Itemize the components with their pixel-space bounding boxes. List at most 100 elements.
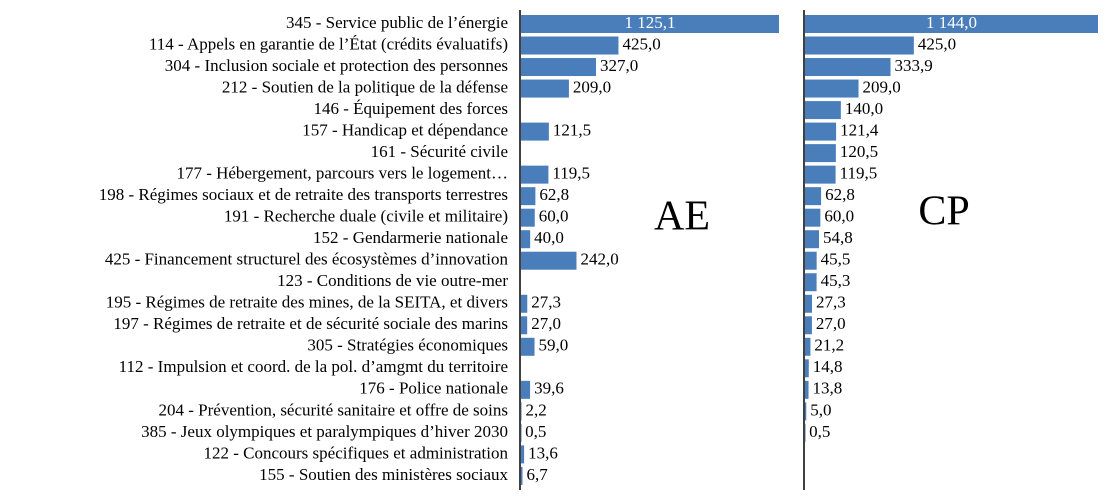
- value-label: 425,0: [918, 34, 956, 53]
- bar: [521, 445, 525, 464]
- value-label: 0,5: [525, 422, 546, 441]
- value-label: 119,5: [840, 164, 878, 183]
- value-label: 59,0: [539, 336, 569, 355]
- category-label: 385 - Jeux olympiques et paralympiques d…: [141, 422, 508, 441]
- value-label: 45,3: [821, 271, 851, 290]
- bar: [805, 337, 811, 356]
- bar: [521, 251, 577, 270]
- category-label: 198 - Régimes sociaux et de retraite des…: [99, 185, 508, 204]
- category-label: 176 - Police nationale: [359, 379, 508, 398]
- value-label: 21,2: [814, 336, 844, 355]
- value-label: 1 125,1: [625, 13, 676, 32]
- value-label: 425,0: [622, 34, 660, 53]
- value-label: 6,7: [527, 465, 549, 484]
- bar: [805, 122, 837, 141]
- bar: [521, 165, 549, 184]
- series-name: AE: [654, 194, 710, 240]
- value-label: 13,8: [813, 379, 843, 398]
- bar: [521, 36, 619, 55]
- value-label: 40,0: [534, 228, 564, 247]
- category-label: 155 - Soutien des ministères sociaux: [259, 465, 508, 484]
- value-label: 327,0: [600, 56, 638, 75]
- bar: [521, 208, 535, 227]
- bar: [805, 144, 836, 163]
- value-label: 121,4: [840, 121, 879, 140]
- bar: [805, 251, 817, 270]
- value-label: 60,0: [539, 207, 569, 226]
- bar: [521, 187, 536, 206]
- bar: [805, 402, 807, 421]
- bar: [521, 466, 523, 485]
- value-label: 13,6: [528, 443, 558, 462]
- value-label: 27,0: [531, 314, 561, 333]
- bar: [805, 208, 821, 227]
- value-label: 333,9: [895, 56, 933, 75]
- bar: [521, 380, 531, 399]
- category-label: 304 - Inclusion sociale et protection de…: [165, 56, 508, 75]
- bar: [805, 79, 859, 98]
- bar: [521, 294, 528, 313]
- bar: [805, 36, 914, 55]
- bar: [521, 337, 535, 356]
- category-label: 305 - Stratégies économiques: [307, 336, 508, 355]
- bar: [805, 380, 809, 399]
- value-label: 242,0: [580, 250, 618, 269]
- value-label: 209,0: [863, 77, 901, 96]
- category-label: 425 - Financement structurel des écosyst…: [105, 250, 509, 269]
- bar: [521, 79, 569, 98]
- bar: [521, 402, 522, 421]
- value-label: 45,5: [821, 250, 851, 269]
- bar: [805, 58, 891, 77]
- category-label: 345 - Service public de l’énergie: [286, 13, 508, 32]
- category-label: 197 - Régimes de retraite et de sécurité…: [113, 314, 508, 333]
- value-label: 0,5: [809, 422, 830, 441]
- category-label: 204 - Prévention, sécurité sanitaire et …: [159, 400, 509, 419]
- value-label: 209,0: [573, 77, 611, 96]
- value-label: 54,8: [823, 228, 853, 247]
- value-label: 2,2: [526, 400, 547, 419]
- category-label: 146 - Équipement des forces: [314, 99, 509, 118]
- bar: [805, 359, 809, 378]
- bar: [805, 230, 820, 249]
- bar: [805, 15, 1098, 33]
- category-label: 177 - Hébergement, parcours vers le loge…: [176, 164, 508, 183]
- category-label: 191 - Recherche duale (civile et militai…: [224, 207, 508, 226]
- category-label: 195 - Régimes de retraite des mines, de …: [106, 293, 508, 312]
- category-label: 212 - Soutien de la politique de la défe…: [222, 77, 508, 96]
- category-label: 157 - Handicap et dépendance: [302, 121, 508, 140]
- category-label: 123 - Conditions de vie outre-mer: [277, 271, 508, 290]
- bar: [521, 15, 779, 33]
- value-label: 5,0: [810, 400, 831, 419]
- value-label: 39,6: [534, 379, 564, 398]
- value-label: 120,5: [840, 142, 878, 161]
- value-label: 119,5: [552, 164, 590, 183]
- bar: [521, 423, 522, 442]
- value-label: 62,8: [825, 185, 855, 204]
- bar: [521, 122, 549, 141]
- category-label: 114 - Appels en garantie de l’État (créd…: [149, 34, 508, 53]
- value-label: 140,0: [845, 99, 883, 118]
- bar: [805, 423, 806, 442]
- value-label: 1 144,0: [926, 13, 977, 32]
- bar: [805, 316, 812, 335]
- bar: [805, 101, 841, 120]
- value-label: 14,8: [813, 357, 843, 376]
- value-label: 27,3: [816, 293, 846, 312]
- value-label: 27,0: [816, 314, 846, 333]
- bar: [805, 294, 812, 313]
- value-label: 60,0: [824, 207, 854, 226]
- bar: [521, 316, 528, 335]
- value-label: 27,3: [531, 293, 561, 312]
- bar: [521, 58, 596, 77]
- category-label: 122 - Concours spécifiques et administra…: [203, 443, 508, 462]
- bar: [805, 187, 822, 206]
- value-label: 121,5: [553, 121, 591, 140]
- bar: [805, 273, 817, 292]
- bar: [805, 165, 836, 184]
- category-label: 152 - Gendarmerie nationale: [313, 228, 508, 247]
- bar: [521, 230, 531, 249]
- series-name: CP: [918, 189, 969, 235]
- category-label: 161 - Sécurité civile: [371, 142, 508, 161]
